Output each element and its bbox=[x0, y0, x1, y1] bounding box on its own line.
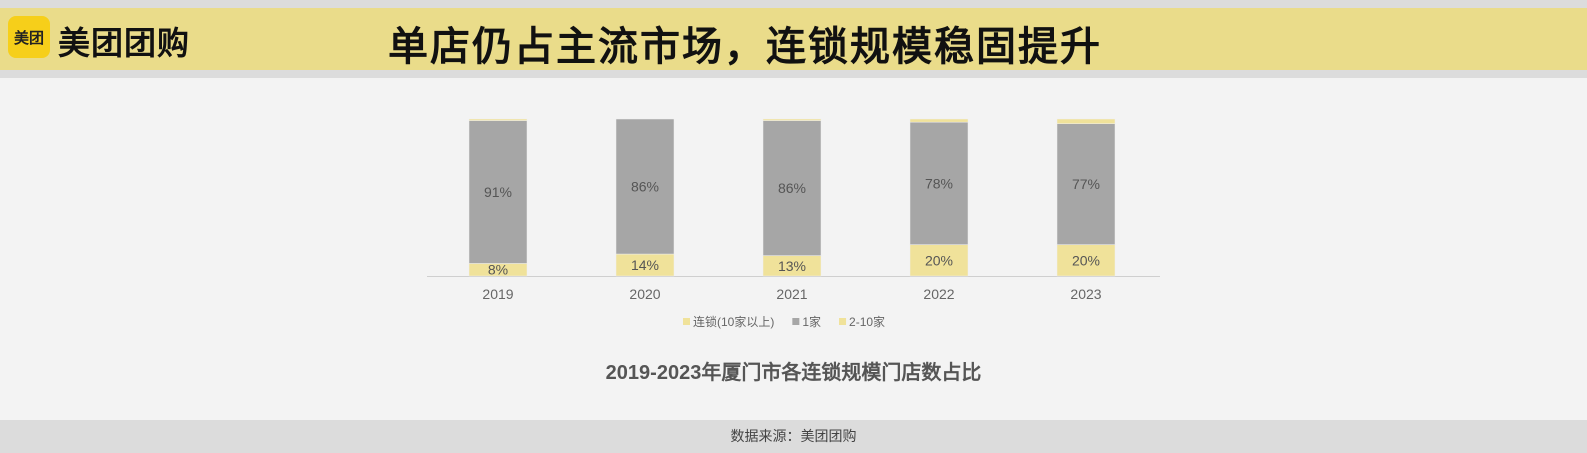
data-source: 数据来源：美团团购 bbox=[0, 420, 1587, 453]
data-label: 20% bbox=[1072, 252, 1100, 268]
bar-segment bbox=[762, 120, 822, 256]
data-label: 78% bbox=[925, 175, 953, 191]
page-title: 单店仍占主流市场，连锁规模稳固提升 bbox=[388, 25, 1102, 69]
x-tick-label: 2019 bbox=[482, 286, 513, 302]
bar-segment bbox=[1056, 123, 1116, 245]
bar-segment bbox=[468, 120, 528, 264]
bar-segment bbox=[909, 244, 969, 277]
header-banner bbox=[0, 8, 1587, 70]
meituan-logo: 美团 bbox=[8, 16, 50, 58]
data-label: 77% bbox=[1072, 176, 1100, 192]
data-label: 20% bbox=[925, 252, 953, 268]
brand-name: 美团团购 bbox=[58, 25, 191, 61]
bar-segment bbox=[909, 121, 969, 245]
x-tick-label: 2021 bbox=[776, 286, 807, 302]
x-tick-label: 2023 bbox=[1070, 286, 1101, 302]
top-strip bbox=[0, 0, 1587, 8]
stacked-bar-chart: 8% 91% 2019 14% 86% 2020 13% 86% 2021 20% 78% 2022 2… bbox=[427, 118, 1160, 329]
legend-label: 1家 bbox=[802, 314, 821, 329]
data-label: 86% bbox=[778, 180, 806, 196]
legend-swatch bbox=[792, 318, 800, 325]
bar-segment bbox=[1056, 118, 1116, 124]
bar-segment bbox=[615, 118, 675, 255]
bar-segment bbox=[468, 118, 528, 121]
legend-label: 2-10家 bbox=[849, 314, 885, 329]
data-label: 91% bbox=[484, 184, 512, 200]
header-separator bbox=[0, 70, 1587, 78]
data-label: 14% bbox=[631, 257, 659, 273]
legend-swatch bbox=[839, 318, 847, 325]
legend-swatch bbox=[683, 318, 690, 325]
data-label: 13% bbox=[778, 258, 806, 274]
bar-segment bbox=[762, 118, 822, 121]
legend-label: 连锁(10家以上) bbox=[693, 314, 774, 329]
bar-segment bbox=[909, 118, 969, 123]
bar-segment bbox=[1056, 244, 1116, 277]
data-label: 8% bbox=[488, 262, 508, 278]
x-tick-label: 2022 bbox=[923, 286, 954, 302]
chart-title: 2019-2023年厦门市各连锁规模门店数占比 bbox=[605, 362, 982, 384]
data-label: 86% bbox=[631, 179, 659, 195]
x-tick-label: 2020 bbox=[629, 286, 660, 302]
